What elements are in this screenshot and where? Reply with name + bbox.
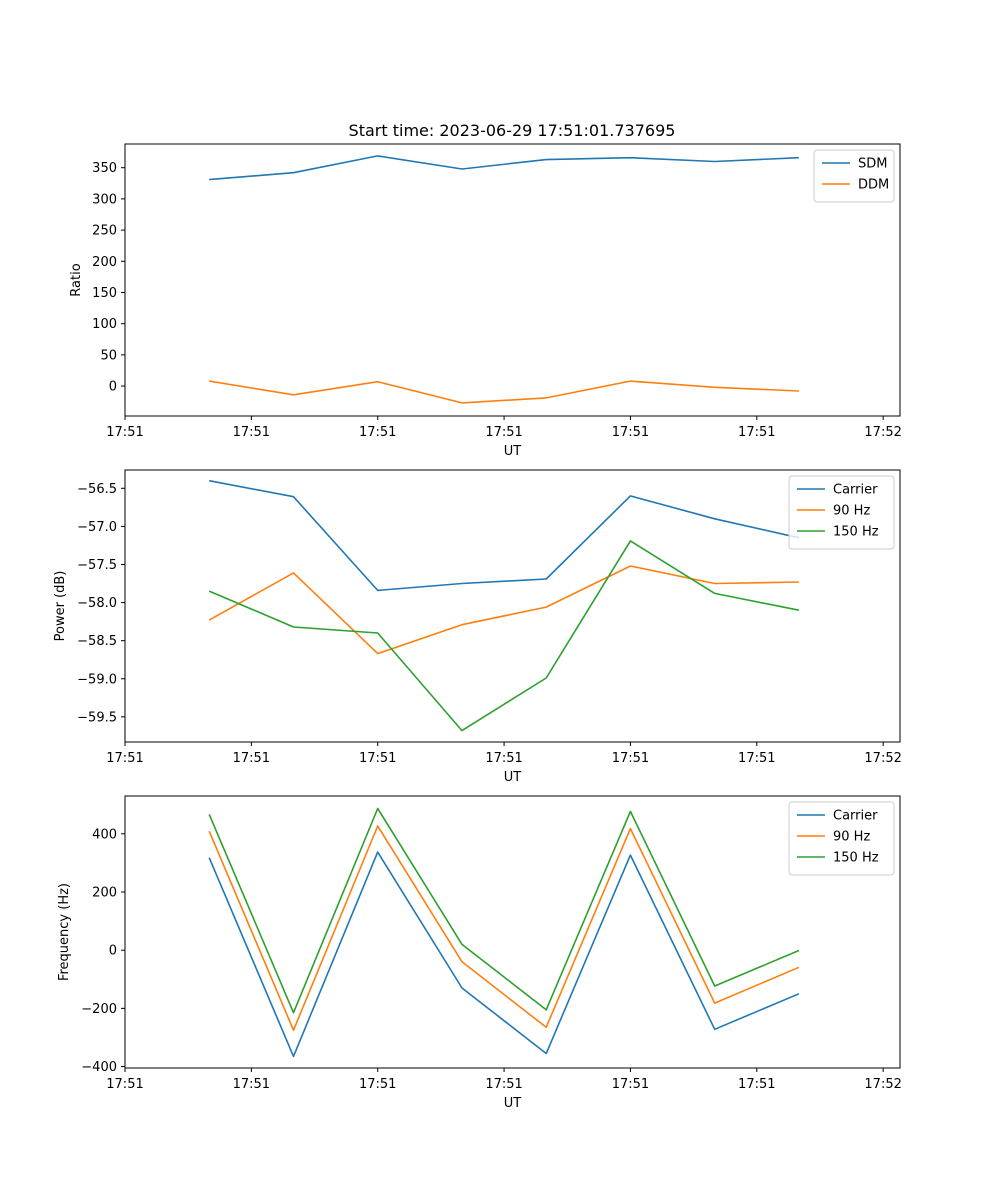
x-tick-label: 17:51 <box>485 425 522 440</box>
series-line-150-hz <box>208 540 800 732</box>
series-line-90-hz <box>208 825 800 1031</box>
series-line-sdm <box>209 155 799 181</box>
legend-label-sdm: SDM <box>858 157 887 172</box>
series-line-carrier <box>209 479 800 592</box>
x-tick-label: 17:51 <box>485 1077 522 1092</box>
legend-label-150-hz: 150 Hz <box>833 851 879 866</box>
y-tick-label: −400 <box>81 1060 117 1075</box>
x-tick-label: 17:51 <box>233 1077 270 1092</box>
axes-frame <box>124 469 901 743</box>
x-tick-label: 17:52 <box>864 751 901 766</box>
y-tick-label: 250 <box>92 224 117 239</box>
y-tick-label: 300 <box>92 192 117 207</box>
x-tick-label: 17:51 <box>359 1077 396 1092</box>
chart-panel-3: 17:51 17:51 17:51 17:51 17:51 17:51 17:52 −400 −… <box>57 795 902 1111</box>
legend-label-90-hz: 90 Hz <box>833 830 870 845</box>
y-axis-label: Power (dB) <box>53 571 68 642</box>
legend: SDM DDM <box>813 149 895 203</box>
chart-panel-1: 17:51 17:51 17:51 17:51 17:51 17:51 17:52 0 50 10… <box>69 143 902 459</box>
y-tick-label: 0 <box>109 944 117 959</box>
y-tick-label: −59.0 <box>77 672 117 687</box>
y-tick-label: 100 <box>92 317 117 332</box>
y-tick-label: 150 <box>92 286 117 301</box>
x-tick-label: 17:51 <box>359 425 396 440</box>
y-tick-label: −56.5 <box>77 482 117 497</box>
x-tick-label: 17:51 <box>612 1077 649 1092</box>
x-axis-label: UT <box>504 770 522 785</box>
y-tick-label: −57.0 <box>77 520 117 535</box>
y-tick-label: −58.5 <box>77 634 117 649</box>
x-axis-label: UT <box>504 1096 522 1111</box>
legend-label-ddm: DDM <box>858 178 889 193</box>
x-tick-label: 17:51 <box>106 751 143 766</box>
series-line-carrier <box>208 851 800 1058</box>
panels: 17:51 17:51 17:51 17:51 17:51 17:51 17:52 0 50 10… <box>53 143 902 1111</box>
legend-label-90-hz: 90 Hz <box>833 504 870 519</box>
y-tick-label: 0 <box>109 380 117 395</box>
x-axis-label: UT <box>504 444 522 459</box>
y-tick-label: −59.5 <box>77 710 117 725</box>
legend-label-carrier: Carrier <box>833 809 878 824</box>
y-tick-label: −57.5 <box>77 558 117 573</box>
y-tick-label: 400 <box>92 827 117 842</box>
legend: Carrier 90 Hz 150 Hz <box>788 475 895 550</box>
series-line-90-hz <box>208 565 799 655</box>
chart-title: Start time: 2023-06-29 17:51:01.737695 <box>349 121 676 140</box>
x-tick-label: 17:51 <box>738 1077 775 1092</box>
x-tick-label: 17:52 <box>864 1077 901 1092</box>
x-tick-label: 17:51 <box>359 751 396 766</box>
y-tick-label: −58.0 <box>77 596 117 611</box>
y-tick-label: 50 <box>100 348 117 363</box>
y-axis-label: Ratio <box>69 263 84 296</box>
x-tick-label: 17:51 <box>485 751 522 766</box>
legend-label-150-hz: 150 Hz <box>833 525 879 540</box>
y-tick-label: 350 <box>92 161 117 176</box>
x-tick-label: 17:51 <box>612 751 649 766</box>
axes-frame <box>124 143 901 417</box>
y-axis-label: Frequency (Hz) <box>57 883 72 981</box>
x-tick-label: 17:51 <box>738 751 775 766</box>
legend-label-carrier: Carrier <box>833 483 878 498</box>
y-tick-label: 200 <box>92 255 117 270</box>
x-tick-label: 17:51 <box>738 425 775 440</box>
series-line-ddm <box>209 380 799 404</box>
x-tick-label: 17:51 <box>233 751 270 766</box>
x-tick-label: 17:51 <box>106 1077 143 1092</box>
x-tick-label: 17:51 <box>106 425 143 440</box>
axes-frame <box>124 795 901 1069</box>
chart-panel-2: 17:51 17:51 17:51 17:51 17:51 17:51 17:52 −59.5… <box>53 469 902 785</box>
series-line-150-hz <box>208 807 800 1014</box>
y-tick-label: 200 <box>92 886 117 901</box>
x-tick-label: 17:51 <box>233 425 270 440</box>
y-tick-label: −200 <box>81 1002 117 1017</box>
legend: Carrier 90 Hz 150 Hz <box>788 801 895 876</box>
x-tick-label: 17:51 <box>612 425 649 440</box>
x-tick-label: 17:52 <box>864 425 901 440</box>
